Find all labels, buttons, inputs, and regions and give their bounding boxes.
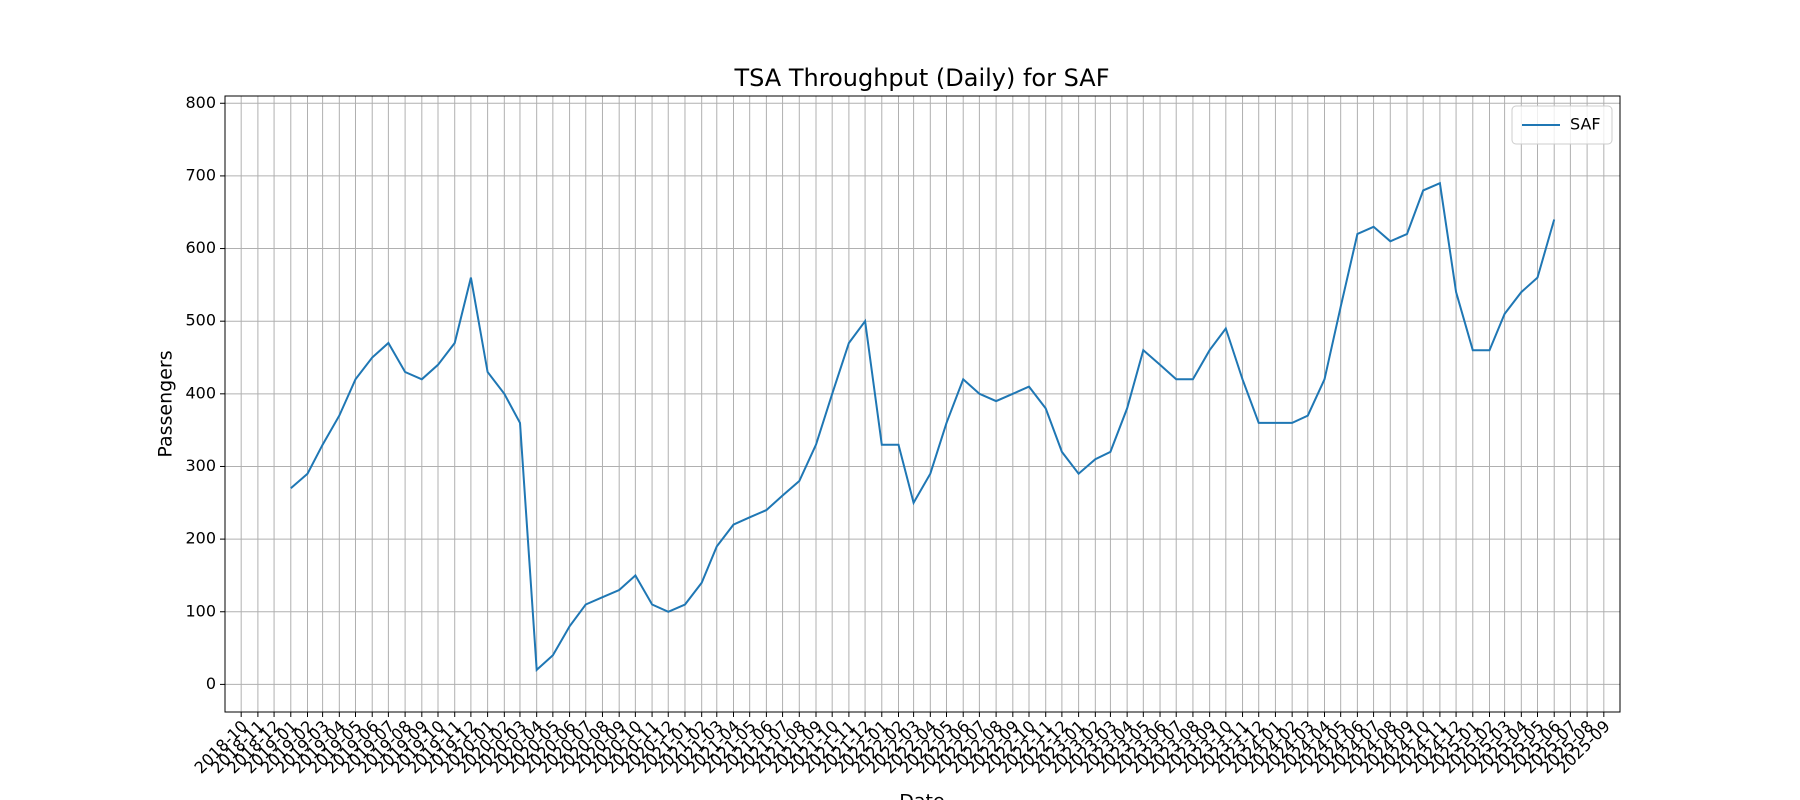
data-line bbox=[290, 181, 1556, 673]
plot-frame bbox=[224, 95, 1621, 713]
chart-title: TSA Throughput (Daily) for SAF bbox=[733, 64, 1109, 92]
y-tick-label: 300 bbox=[185, 456, 216, 475]
y-tick-label: 100 bbox=[185, 601, 216, 620]
y-tick-label: 700 bbox=[185, 165, 216, 184]
y-tick-label: 600 bbox=[185, 238, 216, 257]
legend-box bbox=[1511, 105, 1613, 145]
y-axis-label: Passengers bbox=[155, 350, 177, 457]
y-tick-label: 400 bbox=[185, 383, 216, 402]
x-axis-label: Date bbox=[899, 791, 944, 800]
y-tick-label: 800 bbox=[185, 93, 216, 112]
y-tick-label: 200 bbox=[185, 529, 216, 548]
legend-label: SAF bbox=[1570, 115, 1601, 134]
y-tick-label: 0 bbox=[206, 674, 216, 693]
y-tick-label: 500 bbox=[185, 311, 216, 330]
